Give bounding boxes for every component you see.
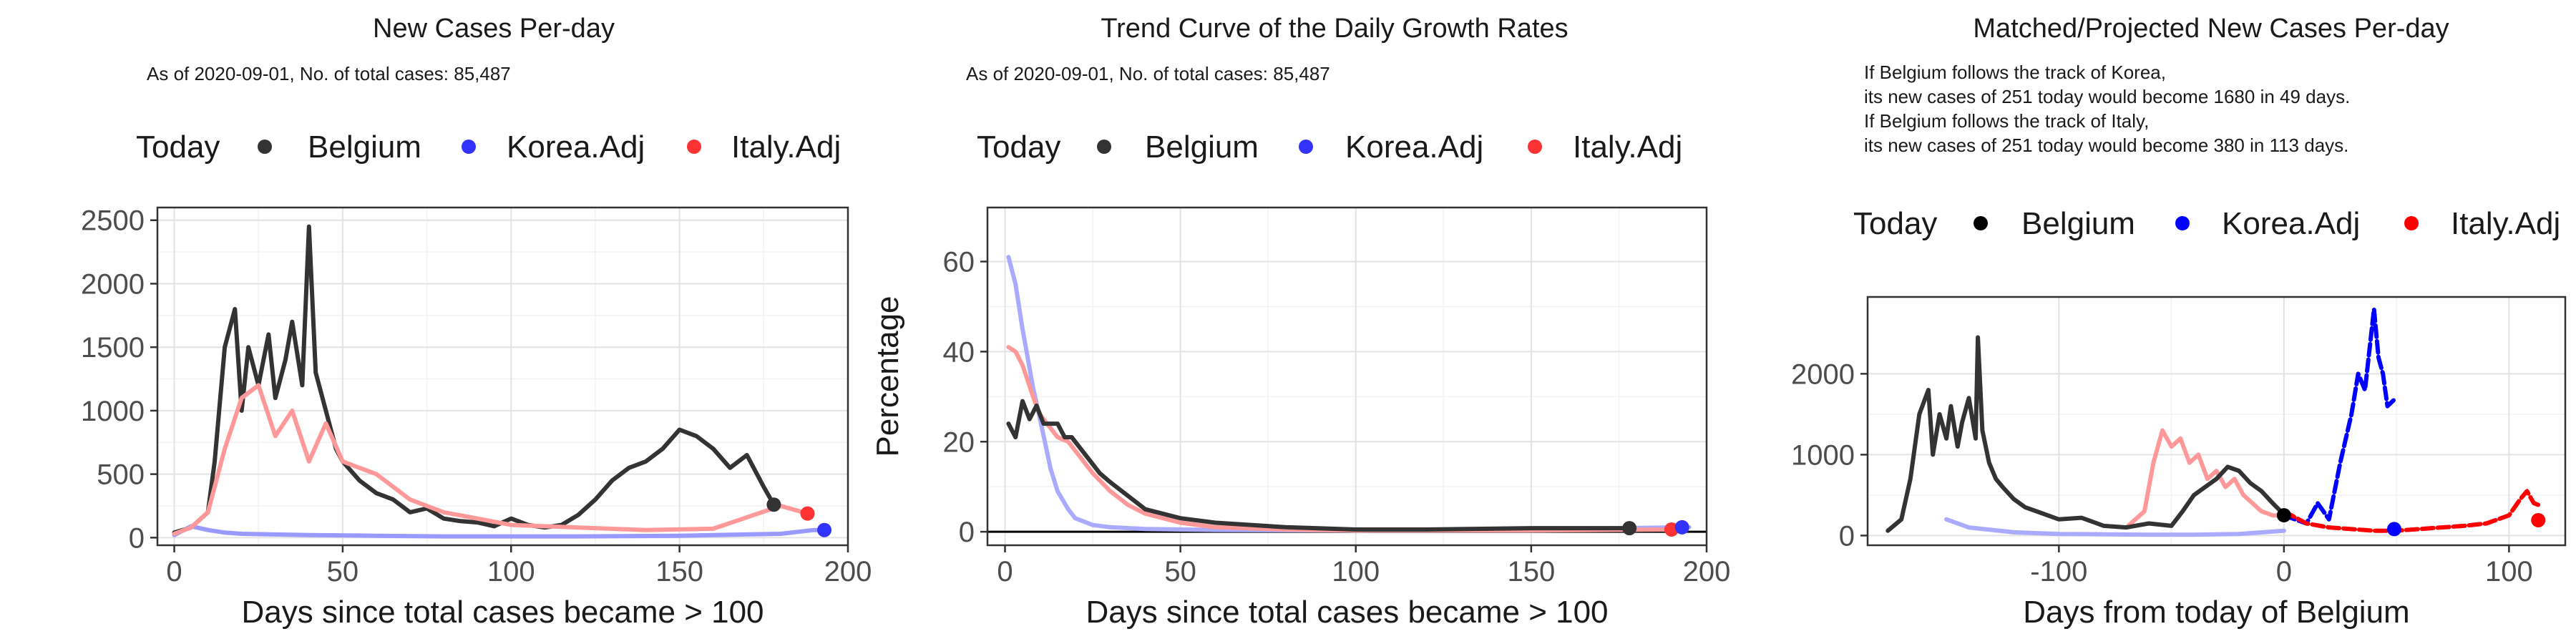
series-line-italy-adj (172, 383, 810, 536)
y-tick-label: 0 (959, 517, 975, 548)
series-line-belgium (1006, 399, 1632, 532)
today-point (2531, 512, 2546, 527)
series-line-korea-adj (172, 524, 826, 539)
legend-marker (462, 140, 476, 154)
legend-marker (2404, 216, 2419, 230)
y-tick-label: 20 (943, 426, 975, 458)
x-tick-label: 0 (166, 556, 182, 587)
chart-subtitle: As of 2020-09-01, No. of total cases: 85… (147, 63, 511, 84)
legend-marker (2175, 216, 2190, 230)
chart-subtitle: If Belgium follows the track of Korea, (1864, 62, 2166, 83)
chart-subtitle: If Belgium follows the track of Italy, (1864, 110, 2149, 132)
x-tick-label: 0 (2276, 556, 2292, 587)
series-line-belgium (1885, 335, 2286, 533)
x-tick-label: 100 (487, 556, 535, 587)
x-axis-label: Days from today of Belgium (2023, 595, 2409, 630)
legend-item: Korea.Adj (1345, 130, 1483, 165)
x-tick-label: 50 (1164, 556, 1196, 587)
y-tick-label: 40 (943, 336, 975, 368)
legend-item: Italy.Adj (731, 130, 841, 165)
legend-item: Italy.Adj (1573, 130, 1682, 165)
legend-marker (1974, 216, 1988, 230)
x-tick-label: 200 (1683, 556, 1731, 587)
today-point (1622, 521, 1637, 536)
y-tick-label: 2000 (81, 268, 145, 300)
x-axis-label: Days since total cases became > 100 (1085, 595, 1608, 630)
y-tick-label: 60 (943, 247, 975, 278)
series-line-korea-adj-projected- (2281, 307, 2396, 526)
legend-marker (1299, 140, 1313, 154)
legend-marker (258, 140, 272, 154)
x-tick-label: 150 (1508, 556, 1556, 587)
legend-marker (1528, 140, 1542, 154)
today-point (2276, 508, 2291, 523)
series-line-korea-adj-past- (1944, 517, 2286, 537)
legend-item: Korea.Adj (2222, 206, 2360, 241)
chart-title: New Cases Per-day (373, 14, 615, 44)
x-tick-label: 200 (824, 556, 872, 587)
x-axis-label: Days since total cases became > 100 (241, 595, 763, 630)
plot-border (986, 206, 1708, 547)
chart-subtitle: its new cases of 251 today would become … (1864, 86, 2350, 107)
legend-title: Today (136, 130, 220, 165)
series-line-italy-adj-projected- (2281, 489, 2541, 533)
legend-title: Today (977, 130, 1060, 165)
y-tick-label: 1000 (1791, 439, 1855, 471)
legend-marker (1097, 140, 1111, 154)
chart-title: Matched/Projected New Cases Per-day (1973, 14, 2449, 44)
legend-item: Belgium (1145, 130, 1259, 165)
series-line-belgium (172, 224, 776, 535)
y-tick-label: 0 (1839, 520, 1855, 552)
legend-item: Italy.Adj (2451, 206, 2560, 241)
x-tick-label: 100 (1332, 556, 1380, 587)
plot-panel (987, 208, 1707, 545)
legend-marker (687, 140, 701, 154)
legend-item: Korea.Adj (507, 130, 645, 165)
y-tick-label: 2500 (81, 205, 145, 237)
chart-subtitle: its new cases of 251 today would become … (1864, 135, 2348, 156)
y-axis-label: Percentage (870, 296, 905, 457)
series-line-italy-adj (1006, 345, 1674, 533)
y-tick-label: 0 (129, 522, 145, 554)
x-tick-label: 150 (655, 556, 703, 587)
legend-title: Today (1853, 206, 1937, 241)
today-point (817, 522, 832, 537)
y-tick-label: 1500 (81, 332, 145, 364)
y-tick-label: 1000 (81, 396, 145, 427)
x-tick-label: 0 (997, 556, 1013, 587)
x-tick-label: -100 (2030, 556, 2087, 587)
legend-item: Belgium (308, 130, 421, 165)
y-tick-label: 500 (97, 459, 145, 491)
series-line-italy-adj-past- (2124, 428, 2286, 530)
legend-item: Belgium (2021, 206, 2135, 241)
today-point (800, 506, 815, 521)
today-point (2386, 522, 2401, 537)
today-point (1674, 519, 1689, 535)
y-tick-label: 2000 (1791, 358, 1855, 390)
plot-border (1866, 296, 2567, 547)
x-tick-label: 50 (327, 556, 359, 587)
chart-title: Trend Curve of the Daily Growth Rates (1101, 14, 1568, 44)
chart-subtitle: As of 2020-09-01, No. of total cases: 85… (966, 63, 1330, 84)
x-tick-label: 100 (2485, 556, 2533, 587)
plot-border (156, 206, 849, 547)
today-point (766, 497, 781, 512)
